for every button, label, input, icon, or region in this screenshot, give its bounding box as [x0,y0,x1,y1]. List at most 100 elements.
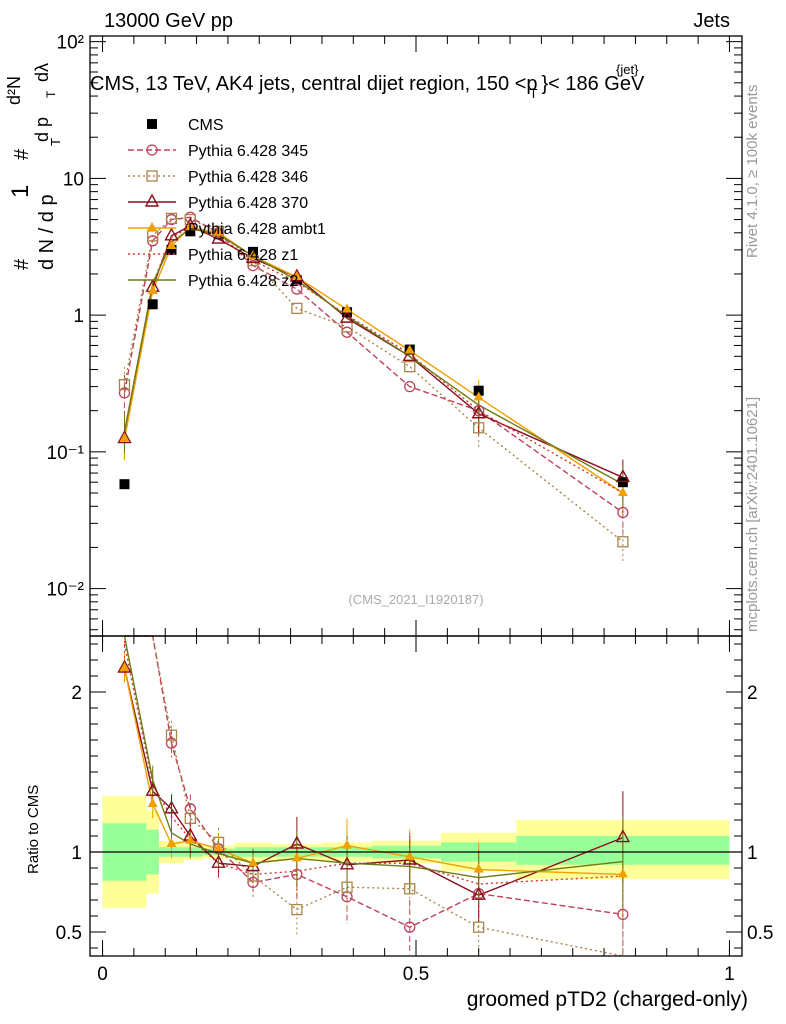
data-point [211,230,226,244]
data-point [617,536,629,548]
data-point [404,883,416,895]
ylabel-den-sub: T [48,138,63,146]
data-point [404,850,415,860]
data-point [165,212,178,225]
data-point [164,227,179,241]
data-point [404,380,416,393]
data-point [144,193,160,207]
ylabel-hash-2: # [11,148,33,160]
ylabel-den: d N / d p [36,194,58,270]
data-point [147,798,158,807]
cms-data-point [119,479,130,490]
axes: 10⁻² 10⁻¹ 1 10 10² 0.5 0.5 1 1 2 2 0 0.5 1 [47,33,774,985]
legend-label: Pythia 6.428 z1 [188,247,298,264]
data-point [291,302,303,315]
y-tick-label-top: 10² [57,33,84,54]
data-point [339,856,355,870]
data-point [617,506,629,519]
data-point [339,309,355,323]
data-point [248,857,258,867]
data-point [166,838,177,847]
y-tick-label-top: 1 [73,306,84,327]
data-point [185,221,196,231]
cms-data-point [617,477,628,488]
data-point [291,903,303,916]
y-tick-label-bottom-right: 1 [747,843,758,864]
legend-label: Pythia 6.428 ambt1 [188,221,326,238]
series-markers [117,211,631,933]
data-point [213,226,224,236]
data-point [473,921,485,933]
legend-entry-cms: CMS [147,117,224,134]
legend-label: Pythia 6.428 370 [188,195,308,212]
y-tick-label-bottom-right: 0.5 [747,923,773,944]
data-point [615,468,631,483]
data-point [473,391,484,401]
legend-entry-ambt1: Pythia 6.428 ambt1 [128,221,326,238]
data-point [211,854,226,868]
legend-entry-p370: Pythia 6.428 370 [128,193,308,212]
x-tick-label: 0 [97,964,108,985]
plot-title-sup: {jet} [616,62,639,77]
ratio-line-p346 [124,635,624,957]
data-point [291,868,303,881]
data-point [289,835,305,849]
data-point [165,737,178,749]
legend: CMS Pythia 6.428 345 Pythia 6.428 346 Pythi… [128,117,326,290]
ylabel-den2: d p [32,117,52,142]
cms-data-point [291,275,302,286]
data-point [164,800,179,814]
data-point [404,360,416,373]
legend-label: Pythia 6.428 345 [188,143,308,160]
ratio-line-p345 [124,635,623,928]
data-point [402,347,417,361]
series-line-z2 [123,227,624,485]
data-point [617,868,628,878]
plot-title-sub: T [530,86,538,101]
data-point [213,842,224,852]
data-point [248,250,258,260]
legend-entry-z2: Pythia 6.428 z2 [128,273,298,290]
ylabel-num: d²N [4,76,24,105]
legend-label: Pythia 6.428 z2 [188,273,298,290]
x-tick-label: 0.5 [403,964,429,985]
header-left: 13000 GeV pp [104,10,233,32]
legend-entry-z1: Pythia 6.428 z1 [128,247,298,264]
data-point [119,662,130,671]
data-point [184,812,196,825]
data-point [147,222,157,231]
y-tick-label-bottom-right: 2 [747,683,758,704]
legend-label: CMS [188,117,224,134]
watermark: (CMS_2021_I1920187) [348,592,483,607]
data-point [289,268,305,282]
data-point [118,379,131,391]
data-point [118,387,131,399]
series-lines [123,216,624,957]
y-tick-label-top: 10⁻¹ [47,443,85,464]
data-point [291,271,302,281]
cms-data-point [185,226,196,237]
data-point [617,908,629,921]
series-line-ambt1 [123,226,624,494]
y-tick-label-bottom: 1 [71,843,82,864]
legend-entry-p346: Pythia 6.428 346 [128,169,308,186]
data-point [247,876,259,889]
ylabel-dl: dλ [32,63,52,82]
y-tick-label-top: 10 [63,169,84,190]
series-line-z1 [123,226,624,494]
data-point [617,487,628,497]
data-point [117,659,132,673]
x-axis-label: groomed pTD2 (charged-only) [467,988,748,1011]
data-point [341,881,353,893]
data-point [342,303,353,313]
cms-data-point [147,299,158,310]
data-point [165,729,178,741]
data-point [291,852,302,862]
data-point [145,782,160,796]
legend-swatch [147,119,157,129]
ylabel-one: 1 [7,185,34,198]
plot-title-end: }< 186 GeV [541,73,645,95]
data-point [473,863,484,873]
data-point [471,405,486,419]
data-point [146,170,158,182]
